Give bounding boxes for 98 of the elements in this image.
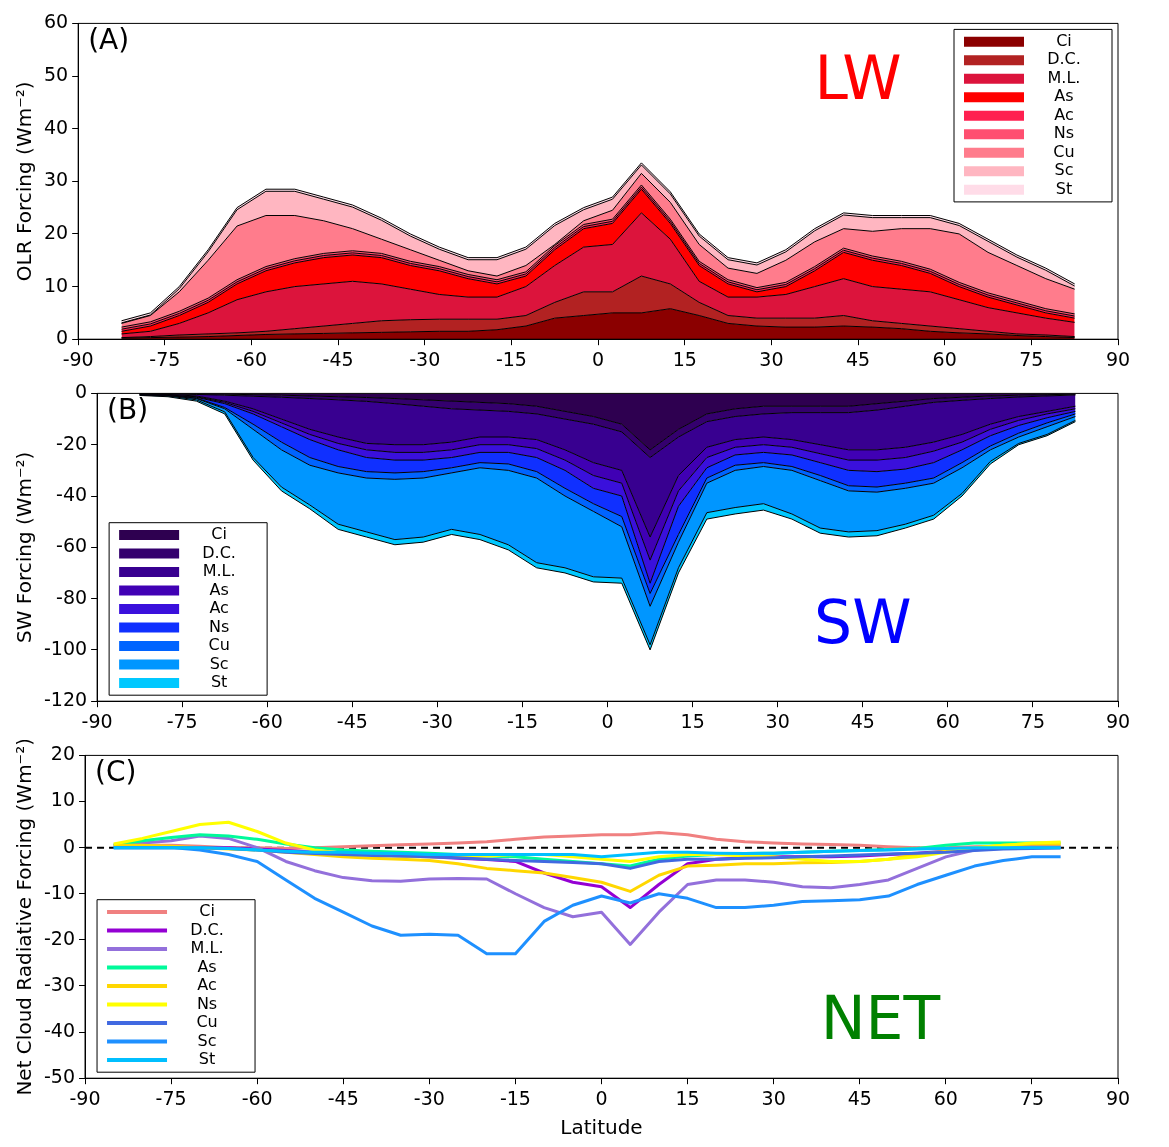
x-tick-label: 15 — [680, 709, 705, 732]
x-tick-label: -45 — [336, 709, 368, 732]
legend-label: M.L. — [1047, 67, 1081, 87]
x-tick-label: -45 — [322, 347, 354, 370]
legend-label: Ac — [209, 598, 229, 618]
x-tick-label: -75 — [166, 709, 198, 732]
legend-label: As — [197, 956, 217, 976]
y-tick-label: -10 — [43, 880, 76, 903]
legend-label: Cu — [1053, 141, 1075, 161]
y-tick-label: 10 — [43, 273, 69, 296]
x-tick-label: -90 — [62, 347, 94, 370]
x-tick-label: -30 — [409, 347, 441, 370]
y-tick-label: 0 — [75, 380, 88, 403]
y-tick-label: 0 — [62, 834, 76, 857]
y-axis-title: SW Forcing (Wm⁻²) — [12, 451, 37, 643]
legend-label: As — [209, 579, 229, 599]
x-tick-label: 90 — [1105, 347, 1131, 370]
x-tick-label: -75 — [155, 1086, 187, 1109]
y-tick-label: -80 — [56, 585, 88, 608]
x-tick-label: -30 — [421, 709, 453, 732]
legend-label: M.L. — [190, 938, 224, 958]
y-tick-label: 20 — [43, 220, 69, 243]
x-tick-label: -75 — [149, 347, 181, 370]
x-tick-label: 45 — [845, 347, 871, 370]
y-tick-label: -20 — [56, 431, 88, 454]
legend-label: D.C. — [190, 919, 224, 939]
y-axis-title: OLR Forcing (Wm⁻²) — [12, 81, 37, 282]
x-axis-title: Latitude — [560, 1115, 643, 1140]
x-tick-label: 0 — [601, 709, 614, 732]
legend-label: Sc — [197, 1030, 217, 1050]
x-tick-label: 15 — [672, 347, 697, 370]
y-tick-label: -100 — [44, 636, 88, 659]
x-tick-label: 30 — [761, 1086, 786, 1109]
legend-label: Ci — [199, 901, 215, 921]
legend-label: Sc — [1054, 160, 1074, 180]
y-tick-label: 10 — [50, 788, 76, 811]
x-tick-label: 30 — [759, 347, 784, 370]
y-tick-label: -20 — [43, 926, 76, 949]
y-tick-label: -40 — [56, 482, 88, 505]
x-tick-label: 90 — [1105, 709, 1131, 732]
y-tick-label: -30 — [43, 972, 76, 995]
x-tick-label: -45 — [327, 1086, 359, 1109]
annotation: (A) — [88, 22, 130, 56]
x-tick-label: -90 — [69, 1086, 101, 1109]
y-tick-label: 0 — [56, 326, 69, 349]
y-tick-label: 60 — [43, 10, 69, 33]
x-tick-label: -15 — [499, 1086, 531, 1109]
legend-label: Ns — [1053, 123, 1075, 143]
legend-label: Ns — [208, 616, 230, 636]
annotation: (C) — [95, 754, 137, 788]
legend-label: Sc — [209, 653, 229, 673]
x-tick-label: 45 — [847, 1086, 872, 1109]
legend-label: Ac — [1054, 104, 1074, 124]
y-tick-label: -60 — [56, 534, 88, 557]
x-tick-label: -15 — [495, 347, 527, 370]
annotation: NET — [820, 982, 941, 1053]
y-tick-label: -120 — [44, 688, 88, 711]
x-tick-label: 60 — [935, 709, 960, 732]
x-tick-label: 30 — [765, 709, 790, 732]
x-tick-label: -60 — [251, 709, 283, 732]
x-tick-label: 60 — [932, 347, 957, 370]
legend-label: Ac — [197, 975, 217, 995]
legend-label: As — [1054, 86, 1074, 106]
legend-label: St — [198, 1049, 216, 1069]
x-tick-label: -90 — [81, 709, 113, 732]
x-tick-label: -60 — [241, 1086, 273, 1109]
y-tick-label: 30 — [43, 168, 69, 191]
x-tick-label: -60 — [235, 347, 267, 370]
y-tick-label: 20 — [50, 742, 76, 765]
x-tick-label: 75 — [1019, 347, 1044, 370]
x-tick-label: 75 — [1019, 1086, 1045, 1109]
y-tick-label: -50 — [43, 1065, 76, 1088]
legend-label: Ci — [1056, 30, 1072, 50]
y-tick-label: -40 — [43, 1019, 76, 1042]
y-axis-title: Net Cloud Radiative Forcing (Wm⁻²) — [12, 738, 37, 1096]
annotation: (B) — [107, 392, 149, 426]
x-tick-label: -30 — [413, 1086, 445, 1109]
legend-label: D.C. — [202, 542, 236, 562]
x-tick-label: 90 — [1105, 1086, 1131, 1109]
legend-label: Cu — [196, 1012, 218, 1032]
legend-label: Ns — [196, 993, 218, 1013]
y-tick-label: 40 — [43, 115, 69, 138]
y-tick-label: 50 — [43, 62, 69, 85]
x-tick-label: -15 — [506, 709, 539, 732]
x-tick-label: 45 — [850, 709, 875, 732]
annotation: SW — [814, 586, 912, 657]
legend-label: St — [1055, 178, 1073, 198]
x-tick-label: 60 — [933, 1086, 958, 1109]
legend-label: St — [210, 672, 228, 692]
legend-label: Ci — [211, 524, 227, 544]
legend-label: D.C. — [1047, 49, 1081, 69]
x-tick-label: 0 — [592, 347, 605, 370]
legend-label: Cu — [208, 635, 230, 655]
x-tick-label: 75 — [1020, 709, 1046, 732]
legend-label: M.L. — [202, 561, 236, 581]
annotation: LW — [814, 43, 902, 113]
x-tick-label: 0 — [595, 1086, 608, 1109]
x-tick-label: 15 — [675, 1086, 700, 1109]
